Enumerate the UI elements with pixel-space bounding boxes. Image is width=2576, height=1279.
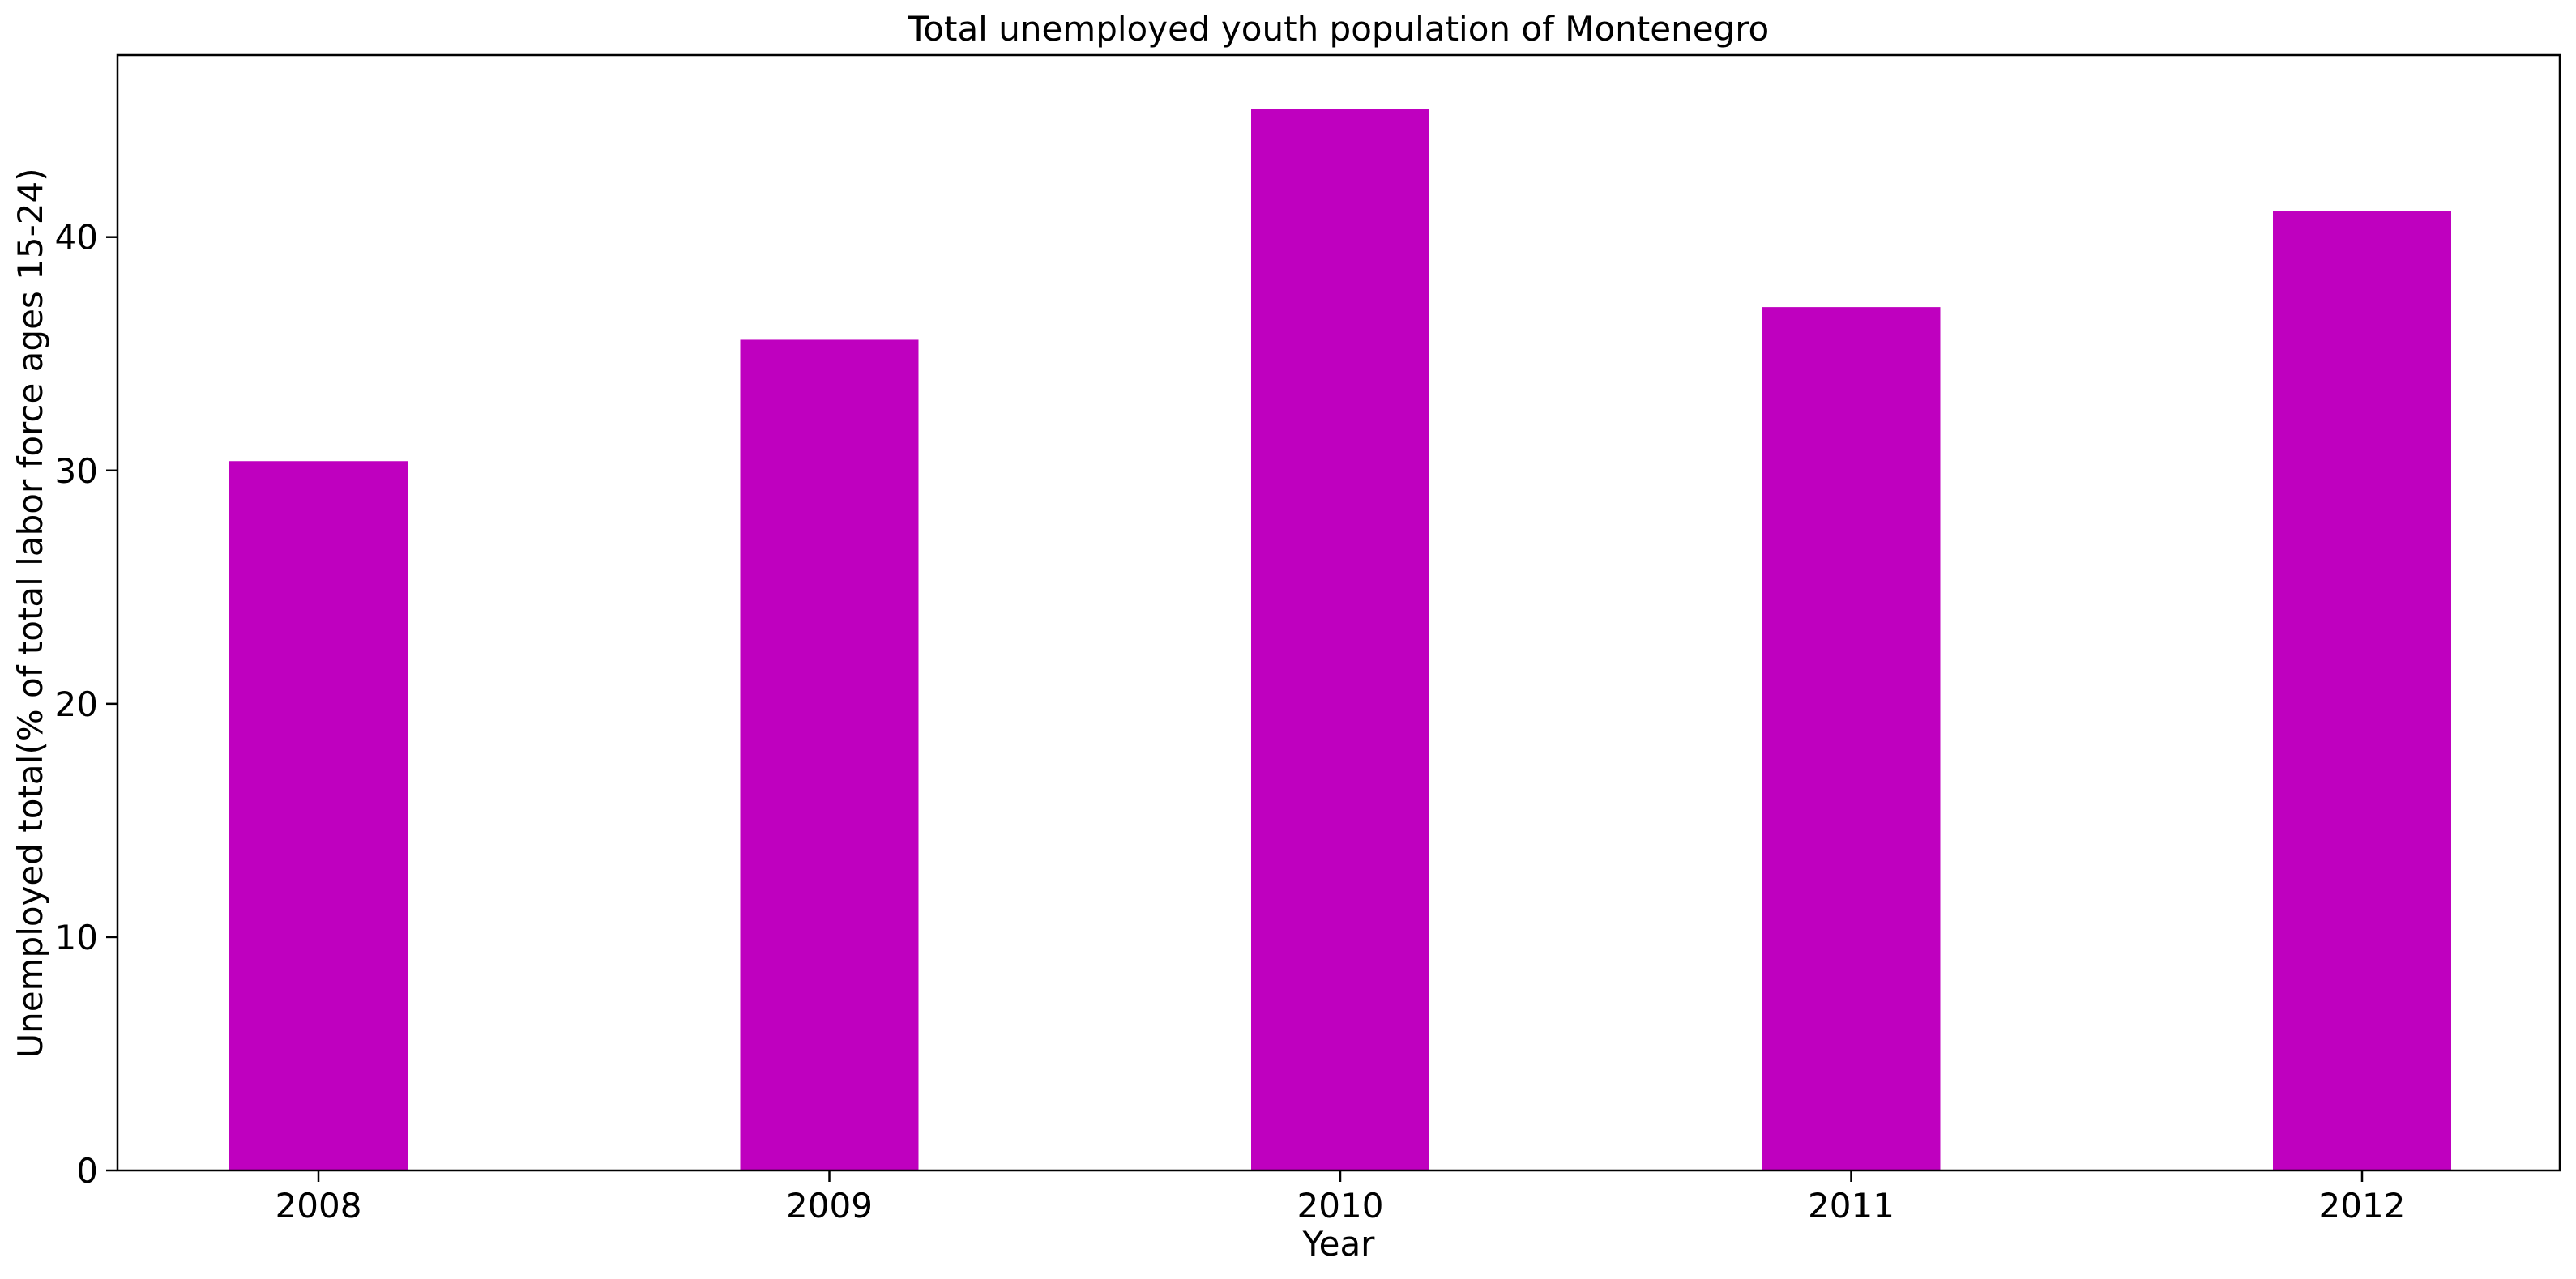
y-tick-label: 10 <box>55 918 98 957</box>
bar-2011 <box>1762 307 1941 1170</box>
chart-title: Total unemployed youth population of Mon… <box>908 9 1769 49</box>
x-tick-label: 2008 <box>276 1186 362 1226</box>
x-tick-label: 2011 <box>1808 1186 1895 1226</box>
x-tick-label: 2012 <box>2319 1186 2406 1226</box>
bar-2008 <box>229 461 408 1170</box>
bars-group <box>229 109 2451 1170</box>
y-tick-label: 0 <box>76 1151 98 1191</box>
x-axis: 2008 2009 2010 2011 2012 <box>276 1170 2406 1226</box>
y-axis: 0 10 20 30 40 <box>55 218 117 1191</box>
y-axis-label: Unemployed total(% of total labor force … <box>11 168 50 1058</box>
plot-frame <box>116 53 2561 1172</box>
bar-2009 <box>740 339 919 1170</box>
bar-2010 <box>1251 109 1429 1170</box>
y-tick-label: 20 <box>55 684 98 724</box>
x-tick-label: 2010 <box>1297 1186 1384 1226</box>
x-tick-label: 2009 <box>786 1186 873 1226</box>
bar-2012 <box>2273 211 2451 1170</box>
y-tick-label: 40 <box>55 218 98 258</box>
y-tick-label: 30 <box>55 451 98 491</box>
x-axis-label: Year <box>1302 1224 1376 1264</box>
